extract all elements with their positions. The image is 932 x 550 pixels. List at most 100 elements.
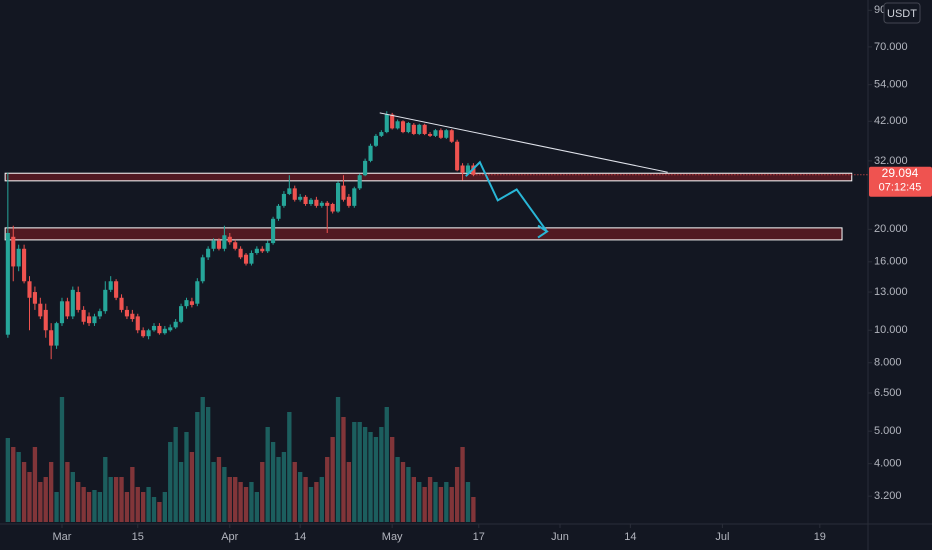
volume-bar bbox=[287, 412, 292, 522]
volume-bar bbox=[32, 447, 38, 522]
volume-bar bbox=[38, 482, 43, 522]
volume-bar bbox=[379, 427, 384, 522]
volume-bar bbox=[325, 457, 330, 522]
volume-bar bbox=[395, 457, 400, 522]
candle-body bbox=[276, 205, 281, 219]
volume-bar bbox=[16, 452, 21, 522]
volume-bar bbox=[238, 482, 243, 522]
volume-bar bbox=[406, 467, 411, 522]
volume-bar bbox=[427, 477, 433, 522]
volume-bar bbox=[113, 477, 119, 522]
x-tick-label: Jul bbox=[715, 531, 729, 543]
volume-bar bbox=[124, 492, 130, 522]
volume-bar bbox=[260, 462, 265, 522]
volume-bar bbox=[454, 467, 460, 522]
candle-body bbox=[216, 240, 222, 249]
volume-bar bbox=[11, 447, 16, 522]
volume-bar bbox=[168, 442, 173, 522]
candle-body bbox=[368, 145, 373, 161]
candle-body bbox=[449, 130, 454, 142]
candle-body bbox=[319, 202, 324, 206]
volume-bar bbox=[335, 397, 341, 522]
volume-bar bbox=[81, 487, 86, 522]
volume-bar bbox=[205, 407, 211, 522]
candle-body bbox=[195, 281, 200, 304]
candle-body bbox=[38, 303, 43, 317]
candle-body bbox=[233, 242, 238, 249]
volume-bar bbox=[449, 487, 454, 522]
volume-bar bbox=[390, 437, 395, 522]
volume-bar bbox=[135, 487, 140, 522]
y-tick-label: 8.000 bbox=[874, 357, 902, 369]
candle-body bbox=[400, 121, 406, 133]
candle-body bbox=[135, 316, 140, 331]
candle-body bbox=[43, 309, 48, 331]
candle-body bbox=[32, 292, 37, 304]
volume-bar bbox=[70, 472, 75, 522]
volume-bar bbox=[59, 397, 65, 522]
volume-bar bbox=[54, 492, 59, 522]
volume-bar bbox=[254, 492, 260, 522]
volume-bar bbox=[151, 497, 157, 522]
candle-body bbox=[330, 203, 335, 212]
volume-bar bbox=[222, 467, 227, 522]
candle-body bbox=[465, 165, 471, 173]
x-tick-label: 14 bbox=[294, 531, 306, 543]
candle-body bbox=[141, 330, 146, 337]
candle-body bbox=[27, 281, 32, 298]
volume-bar bbox=[189, 452, 195, 522]
volume-bar bbox=[422, 487, 427, 522]
candle-body bbox=[59, 301, 65, 324]
volume-bar bbox=[157, 502, 162, 522]
candle-body bbox=[352, 188, 357, 206]
volume-bar bbox=[146, 487, 151, 522]
volume-bar bbox=[341, 417, 346, 522]
x-tick-label: 15 bbox=[132, 531, 144, 543]
candle-body bbox=[373, 135, 379, 146]
x-tick-label: Mar bbox=[53, 531, 72, 543]
candle-body bbox=[444, 130, 449, 138]
candle-body bbox=[265, 243, 270, 252]
volume-bar bbox=[103, 457, 108, 522]
candle-body bbox=[417, 124, 422, 134]
volume-bar bbox=[233, 477, 238, 522]
candle-body bbox=[146, 330, 151, 337]
volume-bar bbox=[373, 437, 379, 522]
volume-bar bbox=[357, 422, 362, 522]
volume-bar bbox=[21, 462, 27, 522]
price-zone bbox=[4, 227, 843, 241]
candle-body bbox=[260, 248, 265, 252]
volume-bar bbox=[270, 442, 276, 522]
candle-body bbox=[157, 325, 162, 334]
candle-body bbox=[211, 240, 216, 249]
candle-body bbox=[428, 133, 433, 136]
candle-body bbox=[5, 233, 10, 335]
candle-body bbox=[379, 132, 384, 136]
volume-bar bbox=[281, 452, 287, 522]
x-tick-label: 17 bbox=[473, 531, 485, 543]
candle-body bbox=[16, 248, 21, 267]
volume-bar bbox=[308, 487, 314, 522]
candle-body bbox=[162, 328, 167, 334]
candle-body bbox=[65, 301, 70, 317]
volume-bar bbox=[292, 462, 297, 522]
volume-bar bbox=[5, 438, 11, 522]
candle-body bbox=[54, 323, 59, 346]
candle-body bbox=[292, 188, 297, 200]
volume-bar bbox=[362, 427, 368, 522]
candle-body bbox=[411, 124, 416, 134]
candle-body bbox=[308, 199, 314, 204]
volume-bar bbox=[417, 482, 422, 522]
candle-body bbox=[200, 257, 205, 282]
candle-body bbox=[335, 182, 341, 212]
volume-bar bbox=[249, 482, 254, 522]
volume-bar bbox=[243, 487, 249, 522]
y-tick-label: 4.000 bbox=[874, 458, 902, 470]
candle-body bbox=[76, 292, 81, 310]
volume-bar bbox=[444, 482, 449, 522]
candle-body bbox=[11, 236, 16, 267]
volume-bar bbox=[173, 427, 178, 522]
x-tick-label: Jun bbox=[551, 531, 569, 543]
volume-bar bbox=[48, 462, 54, 522]
